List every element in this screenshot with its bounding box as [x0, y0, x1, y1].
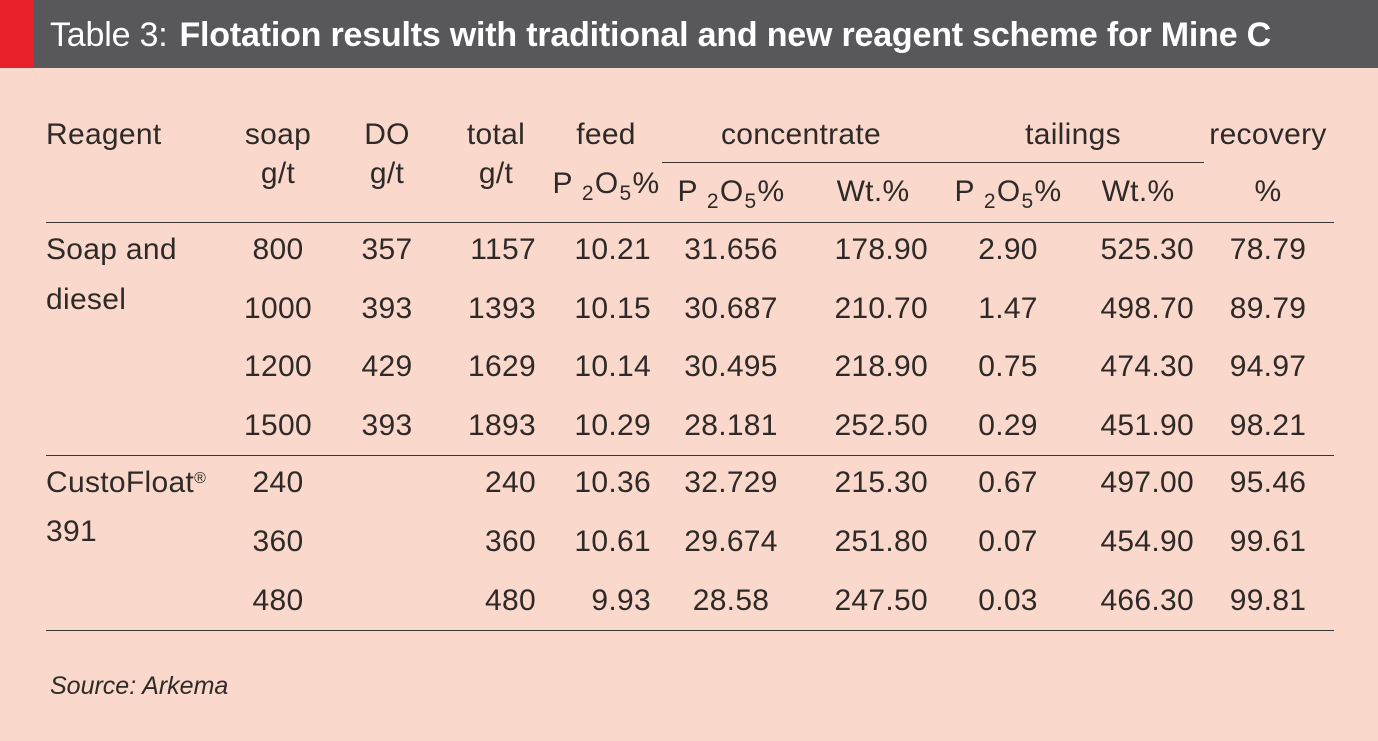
cell-recovery: 94.97 — [1229, 350, 1307, 383]
cell-soap: 1000 — [244, 292, 312, 325]
cell-conc-p2o5: 29.674 — [684, 525, 778, 558]
header-feed-p2o5: P 2O5% — [552, 167, 660, 205]
table-title: Table 3: Flotation results with tradition… — [50, 0, 1271, 68]
cell-tail-wt: 466.30 — [1100, 584, 1194, 617]
cell-conc-wt: 252.50 — [834, 409, 928, 442]
table-header-bar: Table 3: Flotation results with tradition… — [0, 0, 1378, 68]
cell-conc-wt: 210.70 — [834, 292, 928, 325]
header-conc-wt: Wt.% — [836, 175, 910, 208]
accent-block — [0, 0, 34, 68]
cell-conc-wt: 247.50 — [834, 584, 928, 617]
cell-feed: 10.14 — [574, 350, 651, 383]
header-tailings: tailings — [1025, 118, 1121, 151]
cell-conc-p2o5: 30.495 — [684, 350, 778, 383]
cell-soap: 1500 — [244, 409, 312, 442]
header-total-unit: g/t — [478, 157, 514, 190]
header-feed-top: feed — [576, 118, 636, 151]
cell-do: 429 — [361, 350, 413, 383]
cell-feed: 10.15 — [574, 292, 651, 325]
cell-tail-p2o5: 0.29 — [978, 409, 1038, 442]
cell-conc-p2o5: 31.656 — [684, 233, 778, 266]
source-note: Source: Arkema — [50, 672, 229, 700]
table-bottom-rule — [46, 630, 1334, 631]
cell-conc-wt: 251.80 — [834, 525, 928, 558]
cell-feed: 9.93 — [591, 584, 651, 617]
group-label-custofloat-line1: CustoFloat® — [46, 466, 207, 499]
table-caption: Flotation results with traditional and n… — [179, 16, 1272, 54]
concentrate-underline — [662, 162, 938, 163]
header-rule — [46, 222, 1334, 223]
cell-tail-p2o5: 0.07 — [978, 525, 1038, 558]
group-label-custofloat-line2: 391 — [46, 515, 97, 548]
cell-total: 1629 — [468, 350, 536, 383]
cell-total: 1893 — [468, 409, 536, 442]
cell-soap: 360 — [252, 525, 304, 558]
header-recovery-unit: % — [1254, 175, 1282, 208]
cell-tail-wt: 454.90 — [1100, 525, 1194, 558]
cell-soap: 800 — [252, 233, 304, 266]
cell-soap: 240 — [252, 466, 304, 499]
cell-conc-wt: 215.30 — [834, 466, 928, 499]
group-label-soap-diesel-line1: Soap and — [46, 233, 177, 266]
cell-recovery: 78.79 — [1229, 233, 1307, 266]
table-label: Table 3: — [50, 16, 168, 54]
cell-soap: 480 — [252, 584, 304, 617]
group-divider-rule — [46, 455, 1334, 456]
cell-conc-p2o5: 32.729 — [684, 466, 778, 499]
header-tail-wt: Wt.% — [1101, 175, 1175, 208]
header-total-top: total — [466, 118, 526, 151]
cell-tail-wt: 498.70 — [1100, 292, 1194, 325]
cell-conc-wt: 218.90 — [834, 350, 928, 383]
header-conc-p2o5: P 2O5% — [677, 175, 785, 213]
cell-feed: 10.29 — [574, 409, 651, 442]
cell-total: 240 — [485, 466, 536, 499]
cell-tail-p2o5: 0.67 — [978, 466, 1038, 499]
cell-total: 360 — [485, 525, 536, 558]
cell-feed: 10.21 — [574, 233, 651, 266]
cell-total: 1393 — [468, 292, 536, 325]
cell-total: 1157 — [470, 233, 536, 266]
cell-tail-wt: 474.30 — [1100, 350, 1194, 383]
cell-tail-wt: 525.30 — [1100, 233, 1194, 266]
cell-conc-wt: 178.90 — [834, 233, 928, 266]
header-concentrate: concentrate — [720, 118, 882, 151]
cell-conc-p2o5: 28.181 — [684, 409, 778, 442]
cell-tail-wt: 497.00 — [1100, 466, 1194, 499]
cell-do: 393 — [361, 292, 413, 325]
cell-recovery: 99.81 — [1229, 584, 1307, 617]
cell-recovery: 98.21 — [1229, 409, 1307, 442]
registered-mark: ® — [194, 470, 207, 487]
cell-recovery: 99.61 — [1229, 525, 1307, 558]
cell-tail-p2o5: 2.90 — [978, 233, 1038, 266]
cell-tail-p2o5: 0.03 — [978, 584, 1038, 617]
cell-feed: 10.36 — [574, 466, 651, 499]
cell-do: 357 — [361, 233, 413, 266]
header-reagent: Reagent — [46, 118, 162, 151]
cell-tail-wt: 451.90 — [1100, 409, 1194, 442]
cell-feed: 10.61 — [574, 525, 651, 558]
cell-soap: 1200 — [244, 350, 312, 383]
cell-conc-p2o5: 30.687 — [684, 292, 778, 325]
group-label-soap-diesel-line2: diesel — [46, 283, 127, 316]
tailings-underline — [938, 162, 1204, 163]
header-do-unit: g/t — [369, 157, 405, 190]
cell-tail-p2o5: 1.47 — [978, 292, 1038, 325]
cell-recovery: 89.79 — [1229, 292, 1307, 325]
header-tail-p2o5: P 2O5% — [954, 175, 1062, 213]
header-soap-unit: g/t — [260, 157, 296, 190]
cell-do: 393 — [361, 409, 413, 442]
cell-tail-p2o5: 0.75 — [978, 350, 1038, 383]
header-do-top: DO — [364, 118, 410, 151]
header-recovery-top: recovery — [1209, 118, 1327, 151]
header-soap-top: soap — [244, 118, 312, 151]
cell-conc-p2o5: 28.58 — [692, 584, 770, 617]
cell-total: 480 — [485, 584, 536, 617]
cell-recovery: 95.46 — [1229, 466, 1307, 499]
